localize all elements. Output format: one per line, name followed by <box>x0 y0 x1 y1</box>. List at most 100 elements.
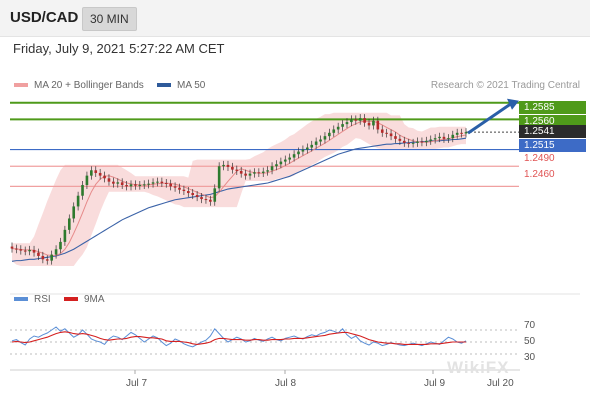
candle-body <box>94 170 98 173</box>
candle-body <box>204 199 208 201</box>
candle-body <box>120 182 124 186</box>
candle-body <box>416 141 419 143</box>
candle-body <box>164 183 168 184</box>
last-price-label: 1.2541 <box>519 125 586 138</box>
candle-body <box>213 188 217 202</box>
candle-body <box>323 136 327 140</box>
candle-body <box>125 185 128 187</box>
candle-body <box>411 142 415 144</box>
ma9-swatch <box>64 297 78 302</box>
candle-body <box>389 133 393 137</box>
candle-body <box>98 172 102 176</box>
legend-ma50-label: MA 50 <box>177 80 206 91</box>
candle-body <box>358 118 362 121</box>
timeframe-button[interactable]: 30 MIN <box>82 7 137 31</box>
candle-body <box>28 249 31 252</box>
candle-body <box>217 166 221 189</box>
candle-body <box>231 166 234 170</box>
candle-body <box>363 118 366 123</box>
candle-body <box>279 161 283 165</box>
ma50-line <box>11 137 467 262</box>
candle-body <box>107 178 111 182</box>
candle-body <box>187 191 190 194</box>
x-tick-jul8: Jul 8 <box>275 378 297 389</box>
candle-body <box>54 249 58 255</box>
candle-body <box>460 132 463 134</box>
candle-body <box>380 129 384 133</box>
candle-body <box>283 159 287 162</box>
candle-body <box>429 139 433 141</box>
candle-body <box>341 124 344 127</box>
rsi-tick-30: 30 <box>524 352 536 363</box>
ma9-legend-label: 9MA <box>84 294 105 305</box>
candle-body <box>129 184 133 187</box>
candle-body <box>195 195 199 198</box>
candle-body <box>72 206 76 219</box>
candle-body <box>90 170 93 176</box>
candle-body <box>332 129 336 133</box>
candle-body <box>345 122 349 125</box>
candle-body <box>301 149 305 152</box>
candle-body <box>297 151 300 155</box>
rsi-legend: RSI <box>14 294 51 305</box>
candle-body <box>367 122 371 126</box>
symbol-label: USD/CAD <box>10 9 79 26</box>
rsi-swatch <box>14 297 28 302</box>
candle-body <box>50 254 53 261</box>
candle-body <box>160 181 164 183</box>
x-tick-jul9: Jul 9 <box>424 378 446 389</box>
candle-body <box>10 246 14 249</box>
candle-body <box>156 181 159 183</box>
candle-body <box>103 175 106 179</box>
candle-body <box>442 136 446 139</box>
candle-body <box>23 250 27 252</box>
rsi-tick-50: 50 <box>524 336 536 347</box>
candle-body <box>147 183 150 185</box>
level-1-2585: 1.2585 <box>519 101 586 114</box>
level-1-2490: 1.2490 <box>524 153 555 164</box>
x-tick-jul20: Jul 20 <box>487 378 514 389</box>
header-bar: USD/CAD 30 MIN <box>0 0 590 37</box>
candle-body <box>394 136 397 139</box>
candle-body <box>19 249 23 251</box>
candle-body <box>455 132 459 135</box>
candle-body <box>314 141 318 145</box>
candle-body <box>32 249 36 253</box>
candle-body <box>292 154 296 158</box>
x-tick-jul7: Jul 7 <box>126 378 148 389</box>
candle-body <box>45 259 49 261</box>
candle-body <box>407 142 411 144</box>
candle-body <box>182 189 186 192</box>
candle-body <box>376 120 380 130</box>
candle-body <box>447 138 450 140</box>
candle-body <box>306 147 309 150</box>
forecast-arrow-head <box>507 98 519 110</box>
candle-body <box>385 132 388 134</box>
candle-body <box>235 169 239 171</box>
candle-body <box>266 170 269 172</box>
candle-body <box>85 175 89 186</box>
candle-body <box>464 132 468 134</box>
candle-body <box>398 138 402 141</box>
ma9-legend: 9MA <box>64 294 105 305</box>
candle-body <box>319 139 322 142</box>
candle-body <box>433 138 437 140</box>
rsi-tick-70: 70 <box>524 320 536 331</box>
candle-body <box>425 140 428 143</box>
candle-body <box>336 126 340 130</box>
candle-body <box>310 144 314 148</box>
candle-body <box>178 187 181 190</box>
candle-body <box>15 248 18 250</box>
candle-body <box>451 134 455 139</box>
candle-body <box>134 184 137 186</box>
candle-body <box>420 141 424 143</box>
candle-body <box>275 164 278 167</box>
candle-body <box>142 184 146 186</box>
candle-body <box>261 171 265 173</box>
candle-body <box>402 140 406 143</box>
watermark-logo: WikiFX <box>447 358 510 377</box>
candle-body <box>328 132 331 137</box>
candle-body <box>244 173 247 176</box>
candle-body <box>350 119 353 123</box>
